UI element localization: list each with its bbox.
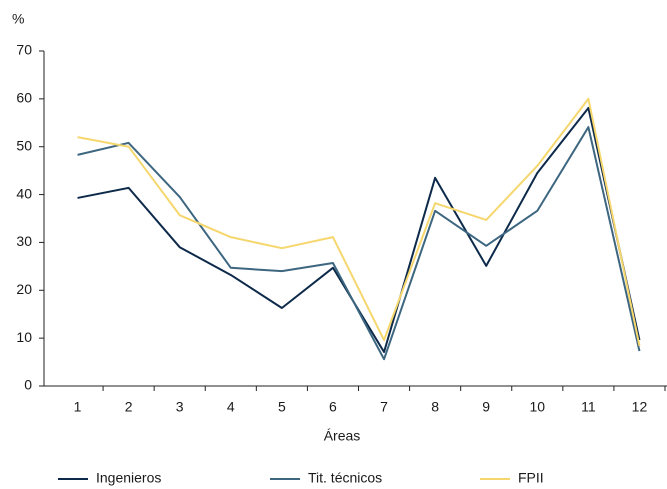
y-tick-label: 40 [16, 185, 32, 201]
series-line [77, 126, 641, 361]
x-tick-label: 5 [278, 399, 286, 415]
legend-label: Tit. técnicos [308, 470, 382, 486]
x-tick-label: 3 [176, 399, 184, 415]
x-tick-label: 7 [380, 399, 388, 415]
x-tick-label: 12 [632, 399, 648, 415]
legend-label: FPII [518, 470, 544, 486]
y-tick-label: 20 [16, 281, 32, 297]
x-tick-label: 11 [581, 399, 596, 415]
y-tick-label: 0 [24, 377, 32, 393]
x-tick-label: 2 [125, 399, 133, 415]
y-tick-label: 60 [16, 90, 32, 106]
x-tick-label: 9 [482, 399, 490, 415]
legend-label: Ingenieros [96, 470, 161, 486]
x-tick-label: 10 [530, 399, 546, 415]
series-line [77, 97, 641, 347]
y-tick-label: 70 [16, 42, 32, 58]
x-axis-label: Áreas [324, 428, 361, 444]
x-tick-label: 1 [74, 399, 82, 415]
y-tick-label: 30 [16, 233, 32, 249]
series-line [77, 106, 641, 354]
x-tick-label: 4 [227, 399, 235, 415]
y-tick-label: 10 [16, 329, 32, 345]
x-tick-label: 8 [431, 399, 439, 415]
y-unit: % [12, 11, 24, 27]
y-tick-label: 50 [16, 137, 32, 153]
x-tick-label: 6 [329, 399, 337, 415]
